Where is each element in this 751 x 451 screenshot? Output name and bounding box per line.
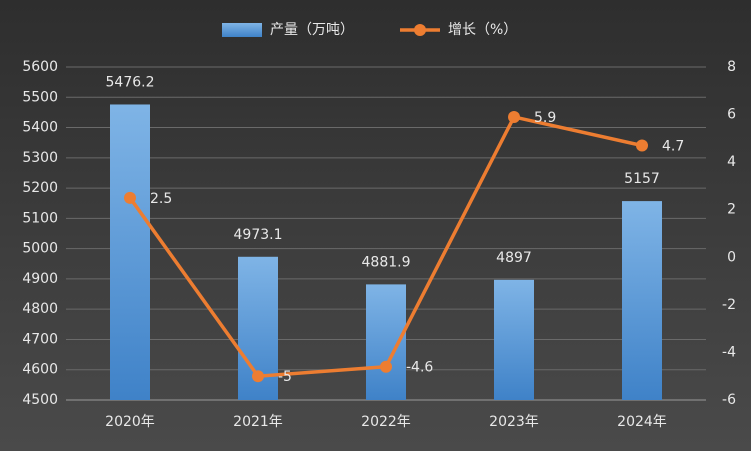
bar-value-label: 4973.1 xyxy=(234,227,283,243)
y-tick-label: 5000 xyxy=(22,241,58,257)
bar xyxy=(110,104,150,401)
bar xyxy=(622,201,662,400)
y-tick-label: 4900 xyxy=(22,271,58,287)
y2-tick-label: 8 xyxy=(727,59,736,75)
y-tick-label: 5200 xyxy=(22,180,58,196)
legend-swatch xyxy=(222,23,262,37)
line-point xyxy=(252,370,264,383)
x-tick-label: 2024年 xyxy=(617,414,667,430)
bar-value-label: 4897 xyxy=(496,250,532,266)
line-point xyxy=(124,191,136,204)
y-tick-label: 4500 xyxy=(22,392,58,408)
y-tick-label: 4700 xyxy=(22,331,58,347)
bar-value-label: 5157 xyxy=(624,171,660,187)
y-tick-label: 4600 xyxy=(22,362,58,378)
y-tick-label: 5500 xyxy=(22,89,58,105)
y2-tick-label: 2 xyxy=(727,202,736,218)
bar xyxy=(494,279,534,400)
bar-value-label: 4881.9 xyxy=(362,254,411,270)
legend-label: 产量（万吨） xyxy=(270,22,354,38)
legend-label: 增长（%） xyxy=(448,22,517,38)
bar-value-label: 5476.2 xyxy=(106,74,155,90)
y-tick-label: 5300 xyxy=(22,150,58,166)
x-tick-label: 2020年 xyxy=(105,414,155,430)
line-point xyxy=(380,360,392,373)
line-value-label: -4.6 xyxy=(406,360,433,376)
line-value-label: 5.9 xyxy=(534,110,556,126)
y2-tick-label: 4 xyxy=(727,154,736,170)
y2-tick-label: -6 xyxy=(722,392,736,408)
line-point xyxy=(508,110,520,123)
legend-swatch xyxy=(414,24,426,36)
y-tick-label: 5100 xyxy=(22,210,58,226)
y2-tick-label: 6 xyxy=(727,107,736,123)
x-tick-label: 2022年 xyxy=(361,414,411,430)
x-tick-label: 2023年 xyxy=(489,414,539,430)
y-tick-label: 4800 xyxy=(22,301,58,317)
y-tick-label: 5600 xyxy=(22,59,58,75)
y-tick-label: 5400 xyxy=(22,120,58,136)
line-point xyxy=(636,139,648,152)
y2-tick-label: -2 xyxy=(722,297,736,313)
line-value-label: -5 xyxy=(278,369,292,385)
y2-tick-label: 0 xyxy=(727,249,736,265)
line-value-label: 2.5 xyxy=(150,191,172,207)
x-tick-label: 2021年 xyxy=(233,414,283,430)
y2-tick-label: -4 xyxy=(722,344,736,360)
line-value-label: 4.7 xyxy=(662,138,684,154)
